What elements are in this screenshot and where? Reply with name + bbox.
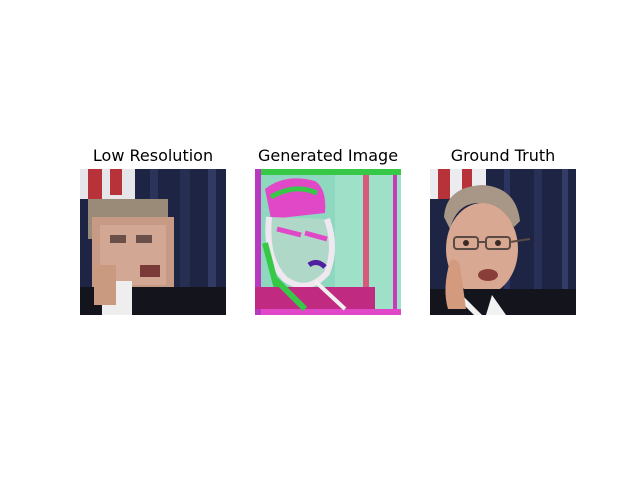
panel-title-generated-image: Generated Image xyxy=(257,146,399,165)
panel-title-ground-truth: Ground Truth xyxy=(450,146,556,165)
generated-image xyxy=(255,169,401,315)
panel-title-low-resolution: Low Resolution xyxy=(92,146,214,165)
panel-generated-image: Generated Image xyxy=(255,143,401,315)
ground-truth-image xyxy=(430,169,576,315)
low-resolution-image xyxy=(80,169,226,315)
panel-ground-truth: Ground Truth xyxy=(430,143,576,315)
panel-low-resolution: Low Resolution xyxy=(80,143,226,315)
